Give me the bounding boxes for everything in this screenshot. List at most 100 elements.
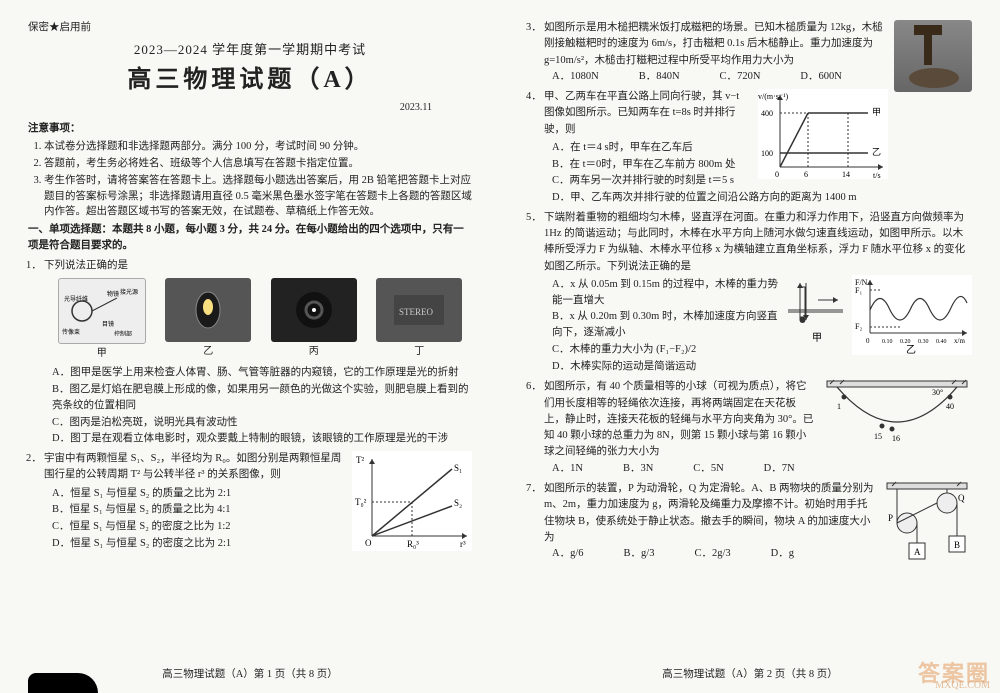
q6-ball40: 40 bbox=[946, 402, 954, 411]
q4-opt-c-text: 两车另一次并排行驶的时刻是 t＝5 s bbox=[570, 175, 735, 186]
q1-img-yi bbox=[165, 278, 251, 342]
q3-opt-a-text: 1080N bbox=[570, 71, 599, 82]
svg-text:STEREO: STEREO bbox=[399, 307, 434, 317]
q6-opt-b: B．3N bbox=[623, 461, 673, 477]
q3-opt-c-text: 720N bbox=[737, 71, 760, 82]
q4-ylabel: v/(m·s⁻¹) bbox=[758, 92, 789, 101]
q7-num: 7． bbox=[526, 481, 542, 497]
q4-text: 甲、乙两车在平直公路上同向行驶，其 v−t 图像如图所示。已知两车在 t=8s … bbox=[528, 89, 972, 138]
q6-ball15: 15 bbox=[874, 432, 882, 441]
q1-opt-a: A．图甲是医学上用来检查人体胃、肠、气管等脏器的内窥镜，它的工作原理是光的折射 bbox=[52, 365, 472, 381]
exam-title: 高三物理试题（A） bbox=[28, 62, 472, 99]
q2-ylabel: T² bbox=[356, 455, 364, 465]
q5-x1: 0.10 bbox=[882, 339, 893, 345]
q4-x6: 6 bbox=[804, 170, 808, 179]
q2-chart: r³ T² S₁ S₂ R₀³ T₀² O bbox=[352, 451, 472, 557]
q5-f2: F₂ bbox=[855, 322, 862, 331]
q7-options: A．g/6 B．g/3 C．2g/3 D．g bbox=[528, 546, 876, 562]
q5-opt-d: D．木棒实际的运动是简谐运动 bbox=[552, 359, 972, 375]
question-4: 4． t/s v/(m·s⁻¹) 甲 乙 0 6 bbox=[528, 89, 972, 206]
q3-opt-d-text: 600N bbox=[819, 71, 842, 82]
svg-text:传像束: 传像束 bbox=[62, 328, 80, 336]
q3-image bbox=[894, 20, 972, 92]
q2-chart-svg: r³ T² S₁ S₂ R₀³ T₀² O bbox=[352, 451, 472, 551]
q7-opt-a: A．g/6 bbox=[552, 546, 604, 562]
q4-options: A．在 t＝4 s时，甲车在乙车后 B．在 t＝0时，甲车在乙车前方 800m … bbox=[528, 140, 972, 206]
q4-yi-label: 乙 bbox=[872, 147, 881, 157]
question-2: 2． r³ T² S₁ S₂ R₀³ T₀² O 宇宙中有两颗恒星 S₁、S₂，… bbox=[28, 451, 472, 552]
q5-x0: 0 bbox=[866, 337, 870, 345]
q7-svg: P Q A B bbox=[882, 481, 972, 571]
q7-a: A bbox=[914, 547, 921, 557]
q1-img-ding: STEREO bbox=[376, 278, 462, 342]
endoscope-icon: 物镜 接光源 光导纤维 传像束 目镜 控制部 bbox=[62, 286, 142, 336]
q7-b: B bbox=[954, 540, 960, 550]
q4-y400: 400 bbox=[761, 109, 773, 118]
q1-options: A．图甲是医学上用来检查人体胃、肠、气管等脏器的内窥镜，它的工作原理是光的折射 … bbox=[28, 365, 472, 447]
q5-charts: 甲 F₁ F₂ F/N x/m 0 0.10 0.20 0.30 0.40 乙 bbox=[788, 275, 972, 355]
q3-opt-a: A．1080N bbox=[552, 69, 619, 85]
q2-s1-label: S₁ bbox=[454, 463, 462, 473]
q5-opt-a-text: x 从 0.05m 到 0.15m 的过程中，木棒的重力势能一直增大 bbox=[552, 279, 778, 306]
svg-text:目镜: 目镜 bbox=[102, 320, 114, 328]
question-1: 1． 下列说法正确的是 物镜 接光源 光导纤维 传像束 目镜 控制部 甲 bbox=[28, 258, 472, 448]
q6-options: A．1N B．3N C．5N D．7N bbox=[528, 461, 972, 477]
q6-ball1: 1 bbox=[837, 402, 841, 411]
svg-text:物镜: 物镜 bbox=[107, 290, 119, 298]
q2-s2-label: S₂ bbox=[454, 498, 462, 508]
q5-num: 5． bbox=[526, 210, 542, 226]
q4-chart-svg: t/s v/(m·s⁻¹) 甲 乙 0 6 14 100 400 bbox=[758, 89, 888, 179]
q7-q: Q bbox=[958, 493, 965, 503]
question-6: 6． 1 15 16 40 30° 如图所示，有 40 个质量相等的小球（可视为… bbox=[528, 379, 972, 477]
q1-label-bing: 丙 bbox=[271, 344, 357, 360]
q4-num: 4． bbox=[526, 89, 542, 105]
q4-opt-d-text: 甲、乙车两次并排行驶的位置之间沿公路方向的距离为 1400 m bbox=[570, 192, 856, 203]
q4-opt-a-text: 在 t＝4 s时，甲车在乙车后 bbox=[570, 142, 693, 153]
page-right: 3． 如图所示是用木槌把糯米饭打成糍粑的场景。已知木槌质量为 12kg，木槌刚接… bbox=[500, 0, 1000, 693]
soap-film-icon bbox=[183, 285, 233, 335]
q6-opt-c: C．5N bbox=[693, 461, 743, 477]
q1-opt-c: C．图丙是泊松亮斑，说明光具有波动性 bbox=[52, 415, 472, 431]
q1-opt-a-text: 图甲是医学上用来检查人体胃、肠、气管等脏器的内窥镜，它的工作原理是光的折射 bbox=[70, 367, 459, 378]
q1-text: 下列说法正确的是 bbox=[28, 258, 472, 274]
q7-p: P bbox=[888, 513, 893, 523]
q1-opt-b: B．图乙是灯焰在肥皂膜上形成的像，如果用另一颜色的光做这个实验，则肥皂膜上看到的… bbox=[52, 382, 472, 414]
q5-yi-svg: F₁ F₂ F/N x/m 0 0.10 0.20 0.30 0.40 乙 bbox=[852, 275, 972, 355]
q6-opt-a: A．1N bbox=[552, 461, 603, 477]
q6-ball16: 16 bbox=[892, 434, 900, 443]
q6-opt-d: D．7N bbox=[764, 461, 815, 477]
q7-opt-d: D．g bbox=[771, 546, 814, 562]
q4-opt-d: D．甲、乙车两次并排行驶的位置之间沿公路方向的距离为 1400 m bbox=[552, 190, 972, 206]
note-3: 考生作答时，请将答案答在答题卡上。选择题每小题选出答案后，用 2B 铅笔把答题卡… bbox=[44, 173, 472, 220]
q4-xlabel: t/s bbox=[873, 171, 881, 179]
svg-text:接光源: 接光源 bbox=[120, 288, 138, 296]
q7-opt-b: B．g/3 bbox=[624, 546, 675, 562]
watermark-url: MXQE.COM bbox=[935, 678, 990, 693]
q7-opt-c: C．2g/3 bbox=[694, 546, 750, 562]
q5-f1: F₁ bbox=[855, 286, 862, 295]
q1-img-jia: 物镜 接光源 光导纤维 传像束 目镜 控制部 bbox=[58, 278, 146, 344]
q2-num: 2． bbox=[26, 451, 42, 467]
q2-origin: O bbox=[365, 538, 372, 548]
q5-x4: 0.40 bbox=[936, 339, 947, 345]
q6-angle: 30° bbox=[932, 388, 943, 397]
page-left: 保密★启用前 2023—2024 学年度第一学期期中考试 高三物理试题（A） 2… bbox=[0, 0, 500, 693]
mallet-icon bbox=[894, 20, 972, 92]
q7-opt-c-text: 2g/3 bbox=[712, 548, 731, 559]
q4-x14: 14 bbox=[842, 170, 850, 179]
black-blob bbox=[28, 673, 98, 693]
q1-label-yi: 乙 bbox=[165, 344, 251, 360]
q4-chart: t/s v/(m·s⁻¹) 甲 乙 0 6 14 100 400 bbox=[758, 89, 888, 185]
confidential-label: 保密★启用前 bbox=[28, 20, 472, 36]
q5-yi-label: 乙 bbox=[906, 344, 916, 355]
exam-header: 2023—2024 学年度第一学期期中考试 bbox=[28, 40, 472, 60]
svg-text:光导纤维: 光导纤维 bbox=[64, 295, 88, 303]
q1-num: 1． bbox=[26, 258, 42, 274]
q3-options: A．1080N B．840N C．720N D．600N bbox=[528, 69, 888, 85]
q3-opt-c: C．720N bbox=[720, 69, 781, 85]
notes-label: 注意事项： bbox=[28, 121, 472, 137]
q5-x3: 0.30 bbox=[918, 339, 929, 345]
q5-text: 下端附着重物的粗细均匀木棒，竖直浮在河面。在重力和浮力作用下，沿竖直方向做频率为… bbox=[528, 210, 972, 275]
q1-opt-c-text: 图丙是泊松亮斑，说明光具有波动性 bbox=[70, 417, 238, 428]
q7-fig: P Q A B bbox=[882, 481, 972, 577]
